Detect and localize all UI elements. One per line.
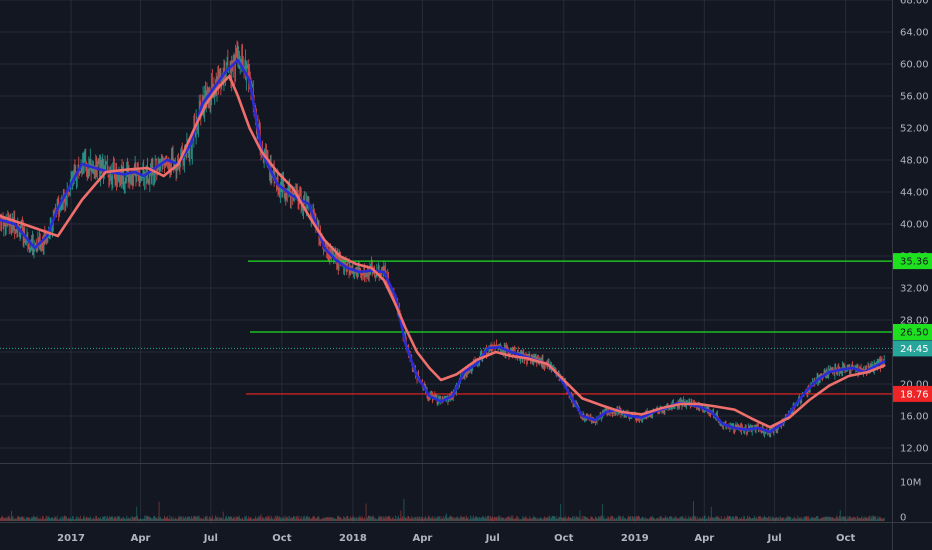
x-tick-label: Oct xyxy=(836,533,855,544)
price-tags: 35.36 26.50 18.76 24.45 xyxy=(893,253,932,402)
price-tag xyxy=(893,385,932,402)
y-tick-label: 60.00 xyxy=(900,60,929,71)
x-tick-label: 2019 xyxy=(621,533,649,544)
y-tick-label: 16.00 xyxy=(900,412,929,423)
price-tag xyxy=(893,340,932,357)
y-tick-label: 56.00 xyxy=(900,92,929,103)
price-tag-label: 35.36 xyxy=(900,257,929,268)
x-tick-label: Jul xyxy=(485,533,500,544)
y-tick-label: 48.00 xyxy=(900,156,929,167)
price-tag-label: 24.45 xyxy=(900,344,929,355)
price-tag xyxy=(893,324,932,340)
y-tick-label: 52.00 xyxy=(900,124,929,135)
y-tick-label: 44.00 xyxy=(900,188,929,199)
y-tick-label: 20.00 xyxy=(900,380,929,391)
x-tick-label: Jul xyxy=(766,533,781,544)
y-tick-label: 64.00 xyxy=(900,28,929,39)
series-line xyxy=(0,74,886,429)
x-tick-label: 2018 xyxy=(339,533,367,544)
series-line xyxy=(0,58,886,434)
volume-axis-label: 10M xyxy=(900,478,921,489)
y-tick-label: 40.00 xyxy=(900,220,929,231)
price-tag-label: 18.76 xyxy=(900,389,929,400)
x-tick-label: 2017 xyxy=(57,533,85,544)
y-tick-label: 68.00 xyxy=(900,0,929,7)
x-tick-label: Jul xyxy=(203,533,218,544)
y-tick-label: 12.00 xyxy=(900,444,929,455)
moving-average-lines xyxy=(0,58,886,434)
time-axis-labels: 2017 Apr Jul Oct 2018 Apr Jul Oct 2019 Apr Jul Oct xyxy=(57,533,855,544)
x-tick-label: Apr xyxy=(413,533,433,544)
y-tick-label: 32.00 xyxy=(900,284,929,295)
x-tick-label: Oct xyxy=(554,533,573,544)
x-tick-label: Apr xyxy=(131,533,151,544)
x-tick-label: Apr xyxy=(694,533,714,544)
price-tag-label: 26.50 xyxy=(900,328,929,339)
volume-bars xyxy=(0,498,885,521)
volume-axis-label: 0 xyxy=(900,513,906,524)
y-tick-label: 28.00 xyxy=(900,316,929,327)
x-tick-label: Oct xyxy=(272,533,291,544)
price-tag xyxy=(893,253,932,270)
